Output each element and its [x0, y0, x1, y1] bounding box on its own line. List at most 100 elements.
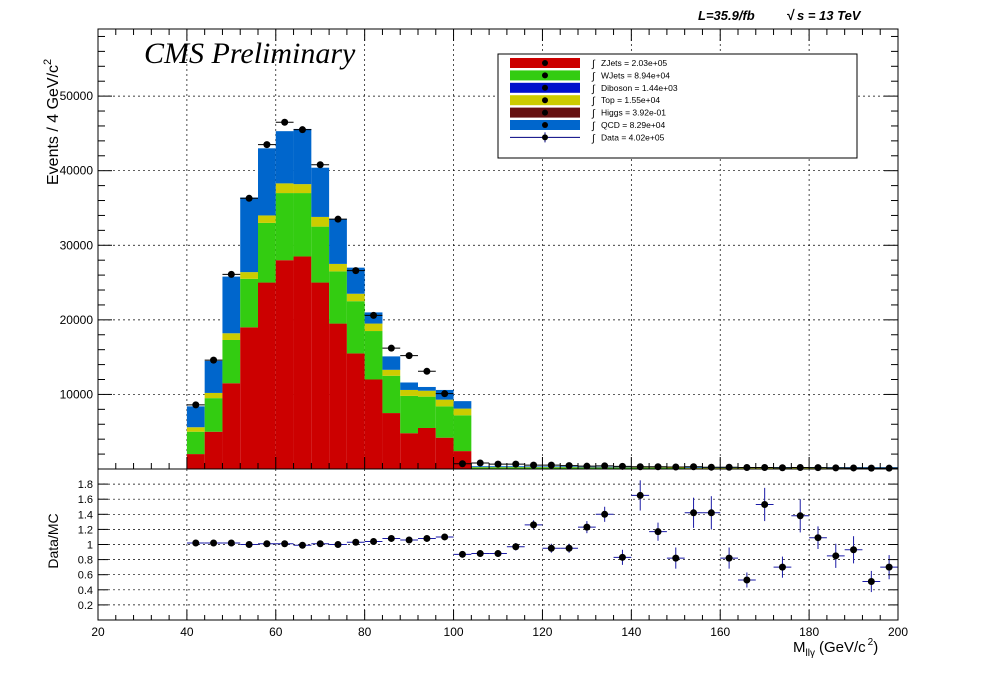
- legend-marker: [542, 134, 548, 141]
- bar-wjets: [258, 222, 276, 283]
- ratio-xlabel: Mllγ (GeV/c 2): [793, 637, 878, 659]
- data-point: [334, 215, 342, 223]
- ratio-point: [494, 550, 502, 558]
- main-ytick-label: 40000: [60, 164, 94, 178]
- ratio-ytick-label: 0.8: [78, 555, 93, 567]
- ratio-ytick-label: 1: [87, 540, 93, 552]
- bar-qcd: [382, 356, 401, 370]
- bar-wjets: [329, 271, 347, 324]
- bar-zjets: [346, 353, 365, 469]
- data-point: [387, 344, 395, 352]
- bar-zjets: [204, 431, 223, 469]
- legend-integral: ∫: [591, 59, 596, 70]
- bar-zjets: [222, 383, 241, 469]
- bar-qcd: [453, 401, 472, 409]
- ratio-point: [387, 534, 395, 542]
- ratio-xtick-label: 160: [710, 625, 730, 639]
- ratio-point: [743, 576, 751, 584]
- main-ytick-label: 50000: [60, 89, 94, 103]
- ratio-ytick-label: 1.2: [78, 524, 93, 536]
- bar-wjets: [489, 467, 507, 469]
- legend-integral: ∫: [591, 84, 596, 95]
- legend-marker: [542, 72, 548, 79]
- bar-zjets: [311, 282, 330, 469]
- bar-zjets: [400, 433, 418, 469]
- legend-integral: ∫: [591, 96, 596, 107]
- xlabel-unit: (GeV/c: [819, 639, 866, 656]
- bar-top: [222, 333, 241, 340]
- bar-wjets: [204, 398, 223, 432]
- legend-box: [497, 53, 858, 159]
- bar-qcd: [186, 406, 205, 428]
- ratio-point: [263, 540, 271, 548]
- ratio-point: [814, 534, 822, 542]
- xlabel-exp: 2: [868, 637, 874, 648]
- ratio-xtick-label: 80: [358, 625, 372, 639]
- bar-qcd: [471, 466, 490, 468]
- ratio-ytick-label: 1.4: [78, 509, 93, 521]
- ratio-point: [316, 540, 324, 548]
- data-point: [210, 356, 218, 364]
- bar-top: [400, 389, 418, 396]
- ratio-xtick-label: 20: [91, 625, 105, 639]
- bar-wjets: [293, 193, 312, 257]
- bar-qcd: [346, 267, 365, 294]
- ratio-point: [192, 539, 200, 547]
- bar-qcd: [400, 382, 418, 390]
- lumi-label: L=35.9/fb: [698, 8, 755, 23]
- ratio-point: [512, 543, 520, 551]
- ratio-ticks: 0.2 0.4 0.6 0.8 1 1.2 1.4 1.6 1.8 20 40 60 80 100 120 1…: [78, 479, 909, 639]
- ratio-point: [245, 541, 253, 548]
- bar-wjets: [506, 467, 525, 469]
- ratio-xtick-label: 200: [888, 625, 908, 639]
- ratio-point: [618, 553, 626, 561]
- data-point: [743, 464, 751, 472]
- bar-wjets: [240, 278, 258, 328]
- bar-top: [275, 183, 294, 194]
- bar-qcd: [275, 131, 294, 184]
- bar-qcd: [258, 148, 276, 216]
- ratio-point: [476, 550, 484, 558]
- ratio-xtick-label: 60: [269, 625, 283, 639]
- main-ylabel-exp: 2: [42, 59, 54, 65]
- data-point: [512, 460, 520, 468]
- data-point: [867, 464, 875, 472]
- data-point: [796, 464, 804, 472]
- data-point: [885, 464, 893, 472]
- ratio-ytick-label: 1.6: [78, 494, 93, 506]
- bar-qcd: [240, 197, 258, 273]
- data-point: [547, 461, 555, 469]
- xlabel-main: M: [793, 639, 806, 656]
- data-point: [583, 462, 591, 470]
- legend-integral: ∫: [591, 121, 596, 132]
- ratio-point: [707, 509, 715, 517]
- ratio-point: [690, 509, 698, 517]
- ratio-xtick-label: 180: [799, 625, 819, 639]
- main-ticks: 10000 20000 30000 40000 50000: [60, 29, 899, 469]
- legend-marker: [542, 109, 548, 116]
- legend-label-zjets: ZJets = 2.03e+05: [601, 58, 667, 68]
- ratio-point: [885, 563, 893, 571]
- xlabel-close: ): [873, 639, 878, 656]
- ratio-xtick-label: 140: [621, 625, 641, 639]
- bar-top: [346, 293, 365, 302]
- data-point: [618, 462, 626, 470]
- bar-top: [382, 369, 401, 376]
- bar-zjets: [275, 260, 294, 469]
- ratio-point: [583, 523, 591, 531]
- main-ytick-label: 10000: [60, 387, 94, 401]
- data-point: [423, 367, 431, 375]
- data-point: [192, 401, 200, 409]
- bar-top: [258, 215, 276, 223]
- bar-zjets: [364, 379, 383, 469]
- bar-zjets: [186, 454, 205, 469]
- ratio-point: [832, 552, 840, 560]
- ratio-xtick-label: 40: [180, 625, 194, 639]
- bar-wjets: [471, 467, 490, 469]
- legend-label-wjets: WJets = 8.94e+04: [601, 70, 670, 80]
- ratio-point: [601, 510, 609, 518]
- data-point: [458, 460, 466, 468]
- legend-label-diboson: Diboson = 1.44e+03: [601, 83, 678, 93]
- ratio-point: [370, 537, 378, 545]
- ratio-point: [227, 539, 235, 547]
